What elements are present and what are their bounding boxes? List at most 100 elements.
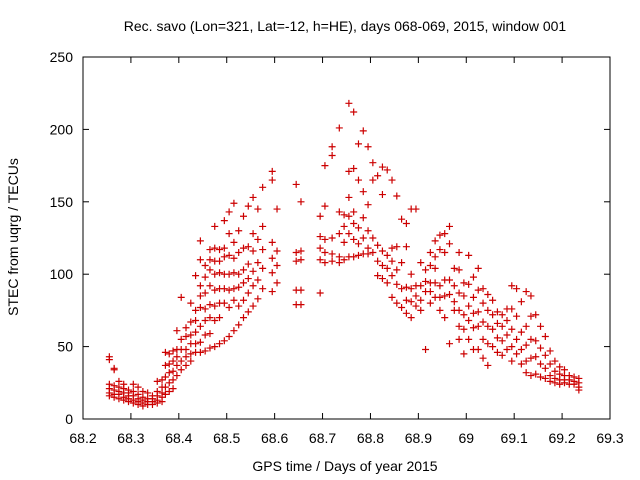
data-point-marker	[498, 351, 506, 359]
data-point-marker	[211, 270, 219, 278]
data-point-marker	[407, 298, 415, 306]
data-point-marker	[169, 376, 177, 384]
data-point-marker	[378, 191, 386, 199]
data-point-marker	[450, 298, 458, 306]
data-point-marker	[503, 331, 511, 339]
data-point-marker	[364, 201, 372, 209]
data-point-marker	[268, 288, 276, 296]
y-tick-label: 0	[65, 411, 73, 427]
data-point-marker	[388, 176, 396, 184]
x-tick-label: 69.3	[596, 430, 623, 446]
data-point-marker	[460, 279, 468, 287]
data-point-marker	[187, 350, 195, 358]
data-point-marker	[383, 279, 391, 287]
data-point-marker	[105, 392, 113, 400]
data-point-marker	[479, 285, 487, 293]
data-point-marker	[328, 151, 336, 159]
data-point-marker	[398, 285, 406, 293]
data-point-marker	[532, 353, 540, 361]
data-point-marker	[134, 401, 142, 409]
data-point-marker	[268, 167, 276, 175]
x-tick-label: 68.3	[117, 430, 144, 446]
data-point-marker	[161, 348, 169, 356]
data-point-marker	[388, 272, 396, 280]
data-point-marker	[513, 312, 521, 320]
data-point-marker	[249, 193, 257, 201]
data-point-marker	[527, 335, 535, 343]
data-point-marker	[383, 251, 391, 259]
data-point-marker	[402, 309, 410, 317]
data-point-marker	[541, 374, 549, 382]
data-point-marker	[297, 256, 305, 264]
data-point-marker	[230, 327, 238, 335]
data-point-marker	[225, 304, 233, 312]
data-point-marker	[249, 267, 257, 275]
data-point-marker	[412, 205, 420, 213]
data-point-marker	[422, 277, 430, 285]
data-point-marker	[297, 247, 305, 255]
data-point-marker	[268, 176, 276, 184]
data-point-marker	[235, 283, 243, 291]
data-point-marker	[465, 317, 473, 325]
data-point-marker	[182, 353, 190, 361]
data-point-marker	[220, 299, 228, 307]
data-point-marker	[383, 264, 391, 272]
x-tick-label: 68.5	[213, 430, 240, 446]
y-axis-label: STEC from uqrg / TECUs	[5, 158, 21, 316]
data-point-marker	[340, 238, 348, 246]
y-tick-label: 250	[50, 49, 74, 65]
data-point-marker	[158, 398, 166, 406]
data-point-marker	[259, 264, 267, 272]
data-point-marker	[345, 212, 353, 220]
data-point-marker	[110, 366, 118, 374]
data-point-marker	[328, 234, 336, 242]
data-point-marker	[489, 296, 497, 304]
data-point-marker	[369, 234, 377, 242]
data-point-marker	[407, 270, 415, 278]
data-point-marker	[450, 264, 458, 272]
data-point-marker	[350, 235, 358, 243]
data-point-marker	[460, 350, 468, 358]
data-point-marker	[378, 163, 386, 171]
data-point-marker	[532, 337, 540, 345]
data-point-marker	[216, 246, 224, 254]
data-point-marker	[354, 240, 362, 248]
data-point-marker	[388, 293, 396, 301]
data-point-marker	[196, 292, 204, 300]
data-point-marker	[369, 248, 377, 256]
data-point-marker	[196, 282, 204, 290]
data-point-marker	[115, 395, 123, 403]
data-point-marker	[187, 318, 195, 326]
data-point-marker	[220, 217, 228, 225]
data-point-marker	[129, 399, 137, 407]
data-point-marker	[378, 275, 386, 283]
data-point-marker	[441, 314, 449, 322]
data-point-marker	[328, 257, 336, 265]
data-point-marker	[268, 254, 276, 262]
data-point-marker	[196, 237, 204, 245]
data-point-marker	[211, 317, 219, 325]
data-point-marker	[517, 328, 525, 336]
data-point-marker	[393, 299, 401, 307]
data-point-marker	[177, 366, 185, 374]
data-point-marker	[364, 143, 372, 151]
data-point-marker	[446, 340, 454, 348]
data-point-marker	[436, 293, 444, 301]
data-point-marker	[335, 208, 343, 216]
data-point-marker	[474, 264, 482, 272]
data-point-marker	[249, 230, 257, 238]
data-point-marker	[575, 386, 583, 394]
data-point-marker	[244, 289, 252, 297]
data-point-marker	[206, 246, 214, 254]
data-point-marker	[165, 360, 173, 368]
data-point-marker	[489, 343, 497, 351]
axis-ticks: 68.2 68.3 68.4 68.5 68.6 68.7 68.8 68.9 69 69.1 69…	[50, 49, 624, 446]
data-point-marker	[216, 269, 224, 277]
data-point-marker	[196, 338, 204, 346]
data-point-marker	[321, 162, 329, 170]
data-point-marker	[328, 143, 336, 151]
data-point-marker	[192, 328, 200, 336]
data-point-marker	[297, 286, 305, 294]
data-point-marker	[201, 273, 209, 281]
